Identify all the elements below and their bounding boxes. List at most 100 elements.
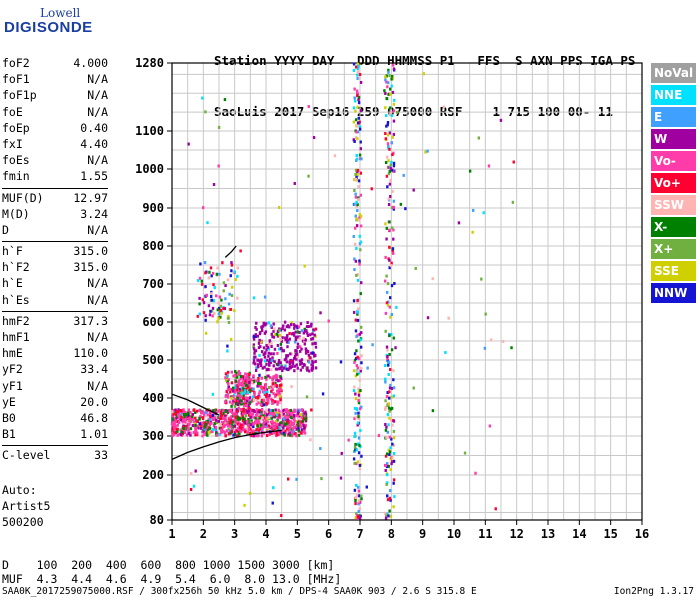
echo-point xyxy=(313,341,317,345)
echo-point xyxy=(354,109,357,113)
echo-point xyxy=(226,349,229,353)
echo-point xyxy=(262,420,266,424)
echo-point xyxy=(243,399,247,403)
echo-point xyxy=(238,424,241,428)
echo-point xyxy=(246,430,250,434)
echo-point xyxy=(236,274,239,278)
echo-point xyxy=(271,409,275,413)
echo-point xyxy=(314,366,318,370)
legend-x: X- xyxy=(651,217,696,237)
param-value: 3.24 xyxy=(80,206,108,221)
y-tick-label: 800 xyxy=(142,239,164,253)
echo-point xyxy=(234,376,238,380)
echo-point xyxy=(355,200,358,204)
echo-point xyxy=(431,277,434,281)
echo-point xyxy=(284,364,287,368)
echo-point xyxy=(236,409,239,413)
plot-frame xyxy=(171,62,643,521)
echo-point xyxy=(261,403,264,407)
echo-point xyxy=(386,356,389,360)
echo-point xyxy=(252,343,256,347)
echo-point xyxy=(392,161,396,165)
echo-point xyxy=(300,358,304,362)
echo-point xyxy=(207,431,211,435)
echo-point xyxy=(219,304,223,308)
echo-point xyxy=(262,414,265,418)
echo-point xyxy=(262,353,265,357)
echo-point xyxy=(222,409,225,413)
echo-point xyxy=(242,427,245,431)
echo-point xyxy=(483,346,487,350)
echo-point xyxy=(242,407,245,411)
echo-point xyxy=(252,345,255,349)
echo-point xyxy=(215,272,219,276)
echo-point xyxy=(173,423,176,427)
echo-point xyxy=(392,205,396,209)
echo-point xyxy=(390,168,394,172)
echo-point xyxy=(276,418,279,422)
echo-point xyxy=(387,68,390,72)
echo-point xyxy=(231,389,235,393)
echo-point xyxy=(281,420,285,424)
echo-point xyxy=(259,423,263,427)
echo-point xyxy=(356,157,359,161)
echo-point xyxy=(236,417,240,421)
echo-point xyxy=(289,424,292,428)
echo-point xyxy=(307,325,310,329)
echo-point xyxy=(239,249,242,253)
param-label: C-level xyxy=(2,448,51,463)
x-tick-label: 12 xyxy=(509,527,523,541)
echo-point xyxy=(285,340,289,344)
echo-point xyxy=(253,394,256,398)
echo-point xyxy=(252,361,255,365)
echo-point xyxy=(273,360,276,364)
echo-point xyxy=(272,400,275,404)
echo-point xyxy=(387,172,391,176)
echo-point xyxy=(211,271,215,275)
echo-point xyxy=(293,333,296,337)
echo-point xyxy=(210,298,214,302)
echo-point xyxy=(286,422,289,426)
echo-point xyxy=(275,400,278,404)
param-label: yF1 xyxy=(2,378,23,393)
echo-point xyxy=(173,421,176,425)
echo-point xyxy=(235,420,238,424)
echo-point xyxy=(484,312,487,316)
echo-point xyxy=(202,413,206,417)
echo-point xyxy=(204,331,208,335)
echo-point xyxy=(253,355,256,359)
echo-point xyxy=(309,438,312,442)
echo-point xyxy=(388,245,391,249)
echo-point xyxy=(275,384,279,388)
echo-point xyxy=(271,410,275,414)
echo-point xyxy=(264,385,267,389)
echo-point xyxy=(262,386,266,390)
echo-point xyxy=(256,363,260,367)
echo-point xyxy=(201,298,205,302)
echo-point xyxy=(239,430,242,434)
echo-point xyxy=(356,203,359,207)
echo-point xyxy=(258,353,261,357)
echo-point xyxy=(232,412,235,416)
echo-point xyxy=(230,294,234,298)
echo-point xyxy=(272,413,275,417)
x-tick-label: 14 xyxy=(572,527,586,541)
echo-point xyxy=(279,401,282,405)
echo-point xyxy=(290,332,294,336)
param-value: 110.0 xyxy=(73,346,108,361)
echo-point xyxy=(384,399,387,403)
echo-point xyxy=(228,400,232,404)
echo-point xyxy=(238,371,242,375)
echo-point xyxy=(358,213,362,217)
echo-point xyxy=(359,389,362,393)
echo-point xyxy=(256,412,259,416)
x-tick-label: 9 xyxy=(419,527,426,541)
legend-ssw: SSW xyxy=(651,195,696,215)
echo-point xyxy=(302,417,306,421)
echo-point xyxy=(272,384,275,388)
echo-point xyxy=(271,501,274,505)
echo-point xyxy=(390,226,394,230)
echo-point xyxy=(230,269,233,273)
echo-point xyxy=(268,394,271,398)
echo-point xyxy=(198,302,201,306)
